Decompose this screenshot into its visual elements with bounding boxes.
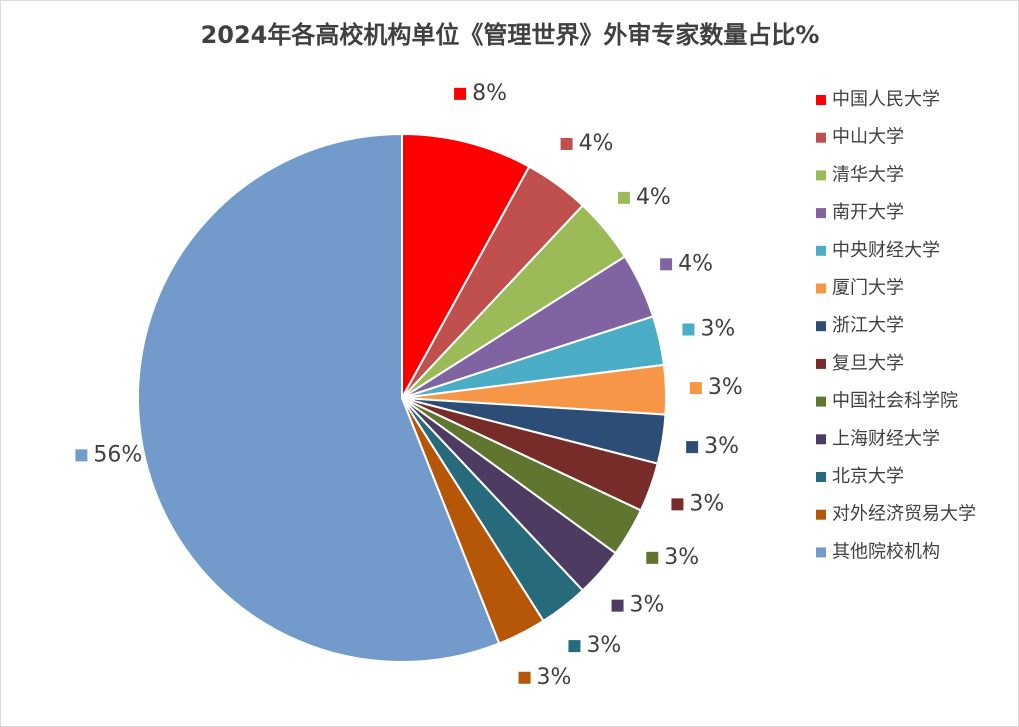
label-marker	[660, 258, 673, 271]
legend-marker	[816, 358, 826, 369]
legend-label: 其他院校机构	[832, 541, 940, 562]
legend-marker	[816, 170, 826, 181]
legend-label: 南开大学	[832, 202, 904, 223]
label-marker	[75, 449, 88, 462]
legend-label: 浙江大学	[832, 315, 904, 336]
label-marker	[617, 191, 630, 204]
legend-label: 对外经济贸易大学	[832, 504, 976, 525]
legend-label: 北京大学	[832, 466, 904, 487]
legend-label: 清华大学	[832, 164, 904, 185]
data-label: 56%	[93, 442, 142, 467]
legend-label: 厦门大学	[832, 278, 904, 299]
legend-label: 中国社会科学院	[832, 391, 958, 412]
legend-label: 上海财经大学	[832, 428, 940, 449]
legend-marker	[816, 396, 826, 407]
label-marker	[568, 640, 581, 653]
data-label: 3%	[630, 593, 665, 618]
legend-label: 中国人民大学	[832, 89, 940, 110]
legend-marker	[816, 472, 826, 482]
label-marker	[671, 498, 684, 511]
legend-label: 中山大学	[832, 127, 904, 148]
legend-marker	[816, 434, 826, 445]
label-marker	[454, 87, 467, 100]
legend-marker	[816, 509, 826, 520]
legend-marker	[816, 208, 826, 219]
pie-slice	[137, 132, 501, 663]
data-label: 3%	[704, 434, 739, 459]
legend-marker	[816, 245, 826, 256]
legend-marker	[816, 95, 826, 105]
data-label: 8%	[472, 81, 507, 106]
label-marker	[611, 599, 624, 612]
data-label: 4%	[678, 251, 713, 276]
legend-marker	[816, 132, 826, 143]
label-marker	[646, 551, 659, 564]
label-marker	[689, 382, 702, 395]
label-marker	[518, 671, 531, 684]
data-label: 3%	[708, 375, 743, 400]
data-label: 4%	[579, 131, 614, 156]
legend-label: 中央财经大学	[832, 240, 940, 261]
data-label: 3%	[586, 633, 621, 658]
legend-marker	[816, 283, 826, 294]
pie-slice	[401, 132, 531, 399]
legend-label: 复旦大学	[832, 353, 904, 374]
data-label: 4%	[636, 185, 671, 210]
label-marker	[686, 441, 699, 454]
legend-marker	[816, 321, 826, 332]
legend-marker	[816, 547, 826, 558]
label-marker	[682, 323, 695, 336]
data-label: 3%	[664, 545, 699, 570]
label-marker	[560, 137, 573, 150]
data-label: 3%	[700, 317, 735, 342]
data-label: 3%	[689, 491, 724, 516]
data-label: 3%	[537, 665, 572, 690]
chart-title: 2024年各高校机构单位《管理世界》外审专家数量占比%	[201, 21, 820, 49]
